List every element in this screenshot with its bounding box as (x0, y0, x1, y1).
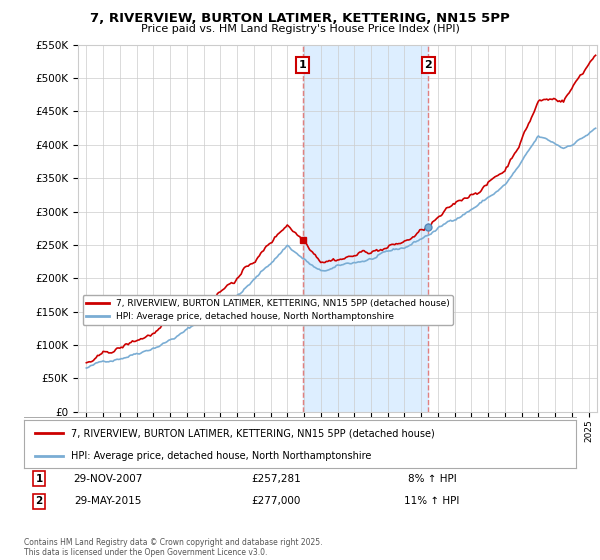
Text: 29-NOV-2007: 29-NOV-2007 (73, 474, 143, 484)
Legend: 7, RIVERVIEW, BURTON LATIMER, KETTERING, NN15 5PP (detached house), HPI: Average: 7, RIVERVIEW, BURTON LATIMER, KETTERING,… (83, 295, 453, 325)
Text: 1: 1 (35, 474, 43, 484)
Text: 8% ↑ HPI: 8% ↑ HPI (407, 474, 457, 484)
Text: HPI: Average price, detached house, North Northamptonshire: HPI: Average price, detached house, Nort… (71, 451, 371, 461)
Text: 11% ↑ HPI: 11% ↑ HPI (404, 496, 460, 506)
Text: 1: 1 (299, 60, 307, 70)
Text: 2: 2 (35, 496, 43, 506)
Text: Price paid vs. HM Land Registry's House Price Index (HPI): Price paid vs. HM Land Registry's House … (140, 24, 460, 34)
Text: 7, RIVERVIEW, BURTON LATIMER, KETTERING, NN15 5PP: 7, RIVERVIEW, BURTON LATIMER, KETTERING,… (90, 12, 510, 25)
Text: £257,281: £257,281 (251, 474, 301, 484)
Text: 29-MAY-2015: 29-MAY-2015 (74, 496, 142, 506)
Text: 2: 2 (424, 60, 432, 70)
Text: 7, RIVERVIEW, BURTON LATIMER, KETTERING, NN15 5PP (detached house): 7, RIVERVIEW, BURTON LATIMER, KETTERING,… (71, 428, 434, 438)
Text: £277,000: £277,000 (251, 496, 301, 506)
Bar (302, 45, 428, 412)
Text: Contains HM Land Registry data © Crown copyright and database right 2025.
This d: Contains HM Land Registry data © Crown c… (24, 538, 323, 557)
